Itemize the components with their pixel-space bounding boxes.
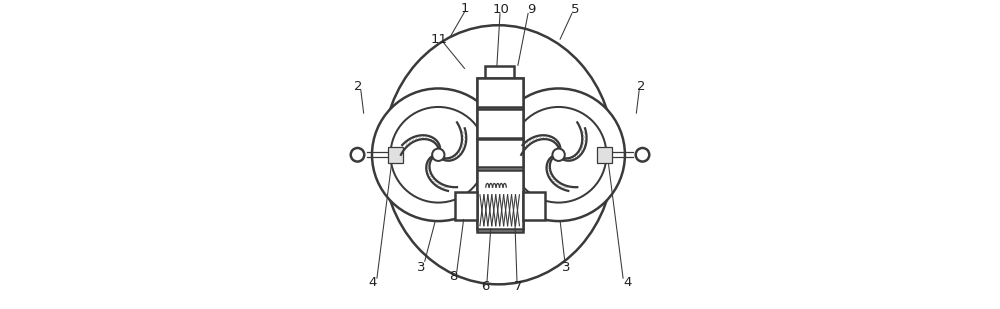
Bar <box>523 192 545 220</box>
Bar <box>477 108 523 138</box>
Ellipse shape <box>383 25 614 284</box>
Text: 6: 6 <box>481 280 490 293</box>
Bar <box>597 147 612 163</box>
Circle shape <box>636 148 649 162</box>
Circle shape <box>552 149 565 161</box>
Text: 2: 2 <box>637 80 646 93</box>
Text: 4: 4 <box>369 276 377 289</box>
Text: 10: 10 <box>492 3 509 16</box>
Circle shape <box>511 107 606 203</box>
Text: 7: 7 <box>514 280 523 293</box>
Text: 4: 4 <box>623 276 631 289</box>
Text: 2: 2 <box>354 80 363 93</box>
Bar <box>388 147 403 163</box>
Text: 9: 9 <box>527 3 536 16</box>
Bar <box>485 66 514 78</box>
Text: 5: 5 <box>571 3 580 16</box>
Circle shape <box>492 88 625 221</box>
Bar <box>477 78 523 107</box>
Text: 3: 3 <box>562 261 571 274</box>
Circle shape <box>432 149 444 161</box>
Text: 8: 8 <box>449 270 457 283</box>
Circle shape <box>351 148 364 162</box>
Text: 11: 11 <box>430 33 447 46</box>
Text: 1: 1 <box>460 2 469 15</box>
Bar <box>455 192 477 220</box>
Bar <box>477 139 523 167</box>
Bar <box>477 170 523 229</box>
Bar <box>477 78 523 232</box>
Circle shape <box>391 107 486 203</box>
Text: 3: 3 <box>417 261 426 274</box>
Circle shape <box>372 88 505 221</box>
